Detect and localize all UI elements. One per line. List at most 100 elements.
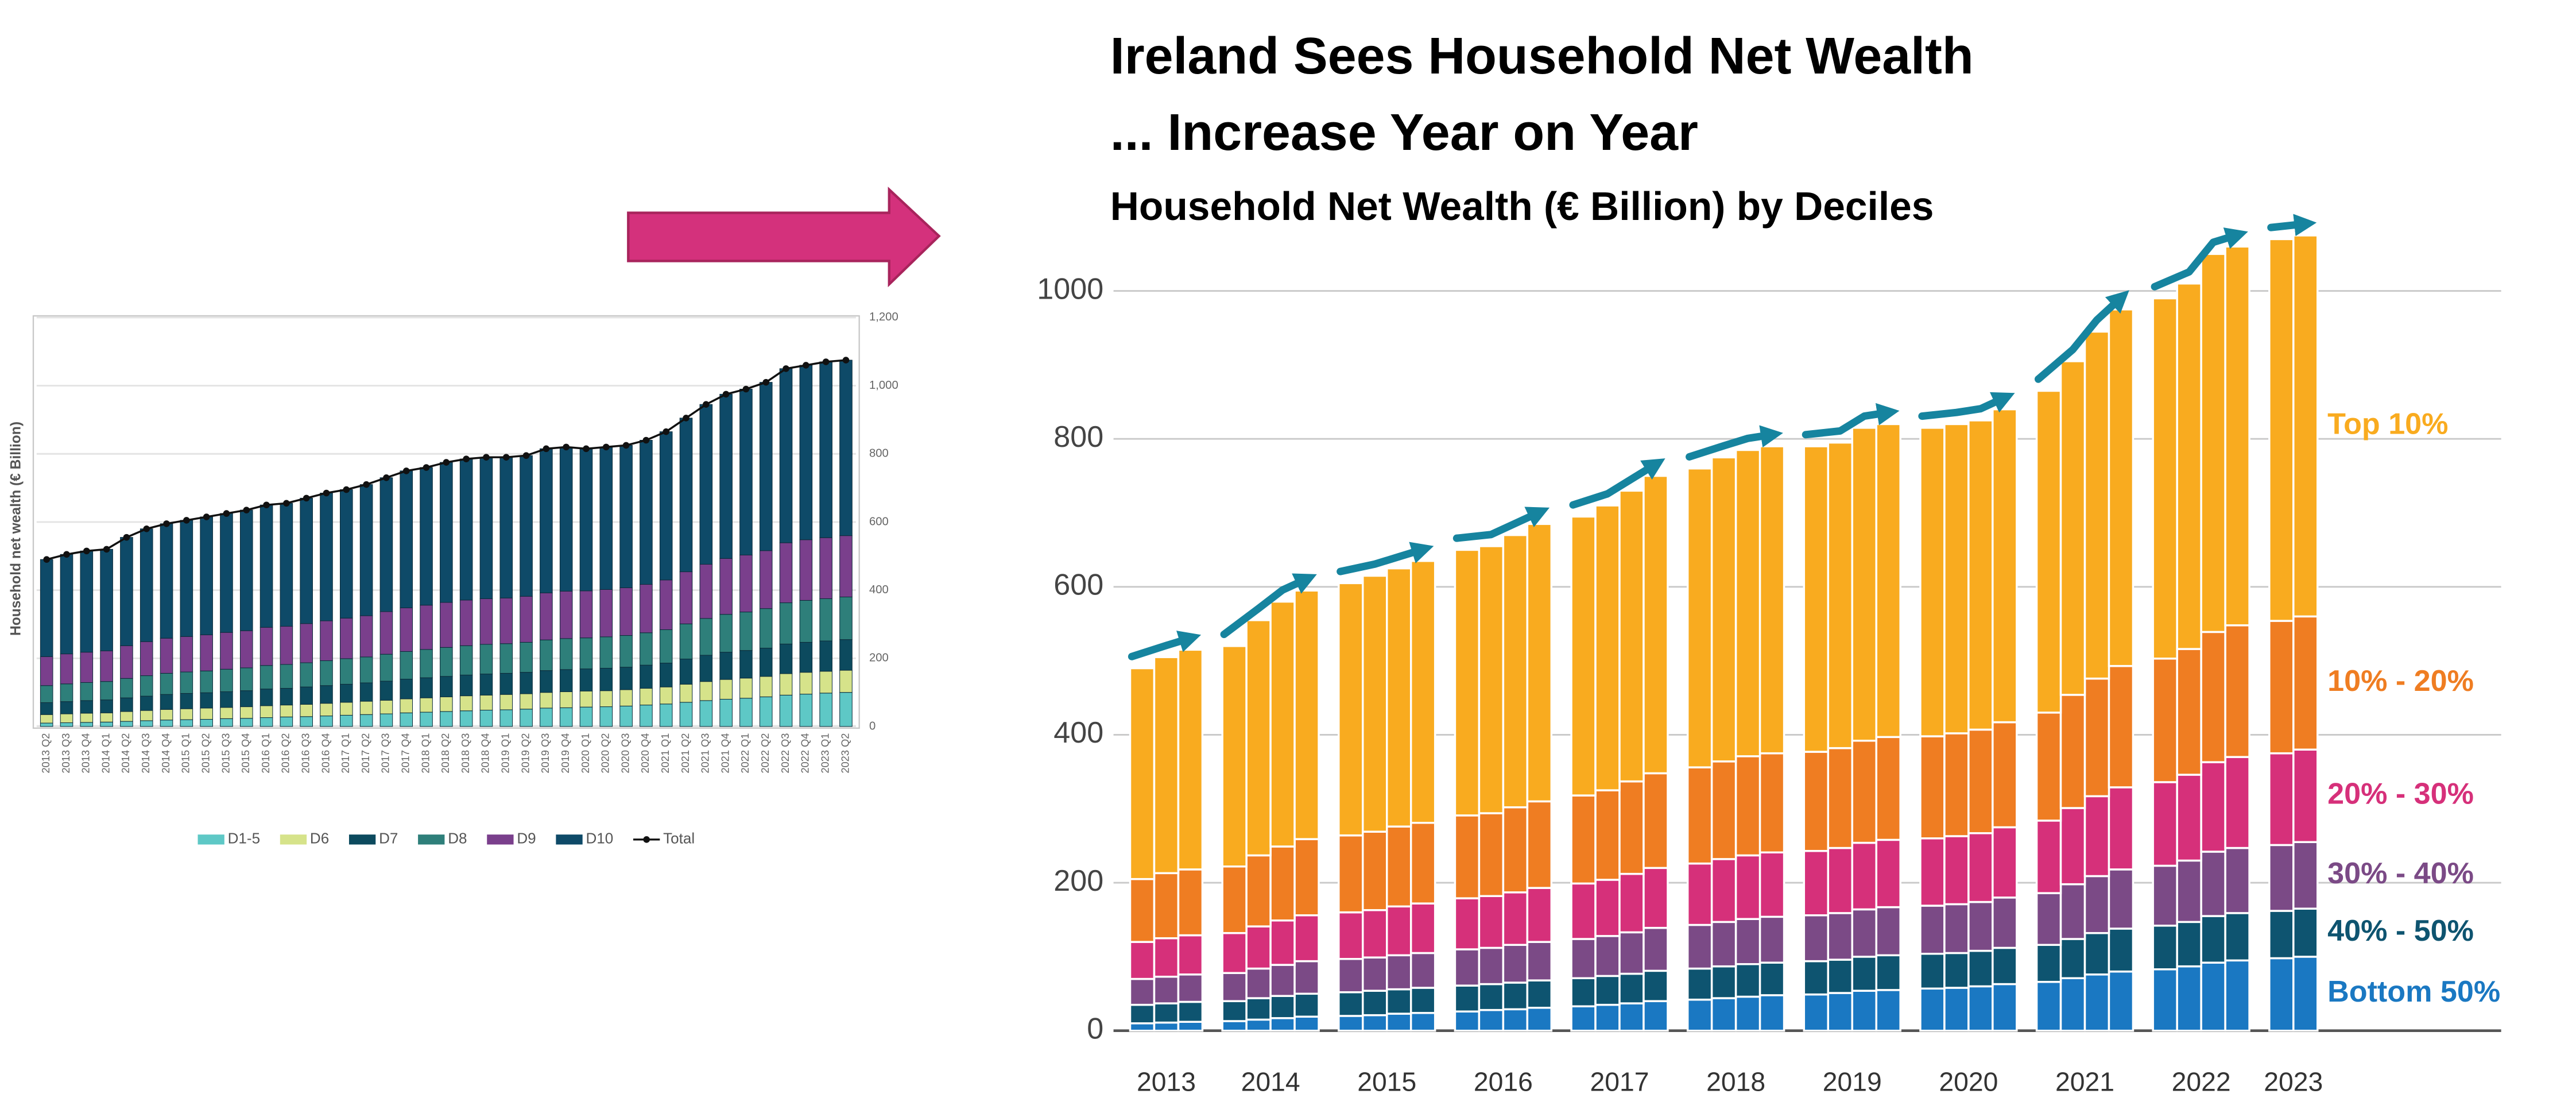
total-marker [203,513,210,520]
bar-segment [440,462,453,603]
bar-segment [499,643,513,674]
bar-segment [1526,523,1553,803]
bar-segment [719,558,733,615]
total-marker [583,445,590,453]
bar-segment [1526,887,1553,943]
bar-segment [1919,905,1946,955]
bar-segment [459,458,473,601]
bar-segment [2083,677,2110,798]
bar-segment [1338,582,1364,837]
total-marker [103,546,110,553]
bar-segment [2268,957,2295,1032]
bar-segment [1875,954,1901,991]
bar-segment [579,590,593,639]
bar-segment [2292,907,2319,958]
legend-label: D8 [448,830,467,847]
bar-segment [2083,875,2110,934]
bar-segment [1967,832,1994,903]
x-tick-label: 2018 Q1 [419,733,431,774]
bar-segment [719,614,733,653]
total-marker [243,507,250,513]
bar-segment [440,696,453,712]
x-tick-label: 2022 Q4 [799,733,811,774]
bar-segment [799,600,813,643]
bar-segment [520,709,533,727]
bar-segment [640,705,653,727]
bar-segment [200,634,213,671]
legend-label: 40% - 50% [2327,914,2474,948]
bar-segment [799,365,813,540]
x-tick-label: 2016 Q3 [299,733,311,774]
bar-segment [340,658,353,685]
y-tick-label: 600 [1053,569,1103,602]
y-tick-label: 0 [1087,1012,1103,1045]
bar-segment [2292,748,2319,843]
x-tick-label: 2019 Q1 [499,733,512,774]
bar-segment [1362,909,1388,959]
bar-segment [239,690,253,708]
bar-segment [499,457,513,598]
bar-segment [799,641,813,673]
bar-segment [1526,800,1553,889]
bar-segment [259,665,273,690]
legend-label: Bottom 50% [2327,975,2500,1008]
bar-segment [1734,918,1761,965]
bar-segment [619,587,633,636]
bar-segment [2035,892,2062,946]
bar-segment [1454,897,1481,950]
legend-swatch [556,834,583,845]
bar-segment [2224,245,2250,627]
bar-segment [1875,736,1901,841]
bar-segment [1269,964,1296,997]
bar-segment [1803,914,1830,963]
bar-segment [1618,931,1645,975]
bar-segment [379,611,393,655]
bar-segment [2292,841,2319,910]
bar-segment [2035,712,2062,822]
bar-segment [359,615,373,658]
bar-segment [1570,1005,1597,1032]
bar-segment [779,368,793,543]
x-tick-label: 2019 Q3 [539,733,551,774]
bar-segment [599,636,613,669]
bar-segment [1454,948,1481,987]
bar-segment [1385,825,1412,908]
total-marker [703,401,710,408]
bar-segment [379,654,393,682]
bar-segment [1734,854,1761,920]
x-tick-label: 2021 [2055,1067,2114,1097]
bar-segment [759,608,773,649]
bar-segment [1153,1002,1180,1024]
legend-label: Total [663,830,695,847]
bar-segment [1686,967,1713,1001]
bar-segment [479,598,493,645]
x-tick-label: 2020 Q3 [619,733,631,774]
bars [40,360,853,727]
x-tick-label: 2014 Q1 [99,733,111,774]
bar-segment [1269,1017,1296,1032]
bar-segment [440,602,453,648]
bar-segment [1943,903,1970,954]
x-tick-label: 2021 Q2 [679,733,691,774]
y-tick-label: 1,200 [869,311,898,323]
bar-segment [2224,847,2250,914]
bar-segment [1710,456,1737,763]
bar-segment [300,716,313,727]
x-tick-label: 2022 Q1 [739,733,751,774]
bar-segment [839,360,853,536]
bar-segment [160,694,173,710]
bar-segment [1710,760,1737,860]
x-tick-label: 2017 Q2 [359,733,371,774]
bar-segment [400,651,413,680]
x-tick-label: 2018 Q4 [479,733,491,774]
x-tick-label: 2019 [1823,1067,1882,1097]
bar-segment [2059,938,2086,979]
bar-segment [1293,838,1320,917]
bar-segment [1293,1015,1320,1032]
bar-segment [320,716,333,727]
bar-segment [1293,992,1320,1018]
bar-segment [1734,755,1761,857]
bar-segment [40,559,53,657]
total-marker [263,501,270,509]
